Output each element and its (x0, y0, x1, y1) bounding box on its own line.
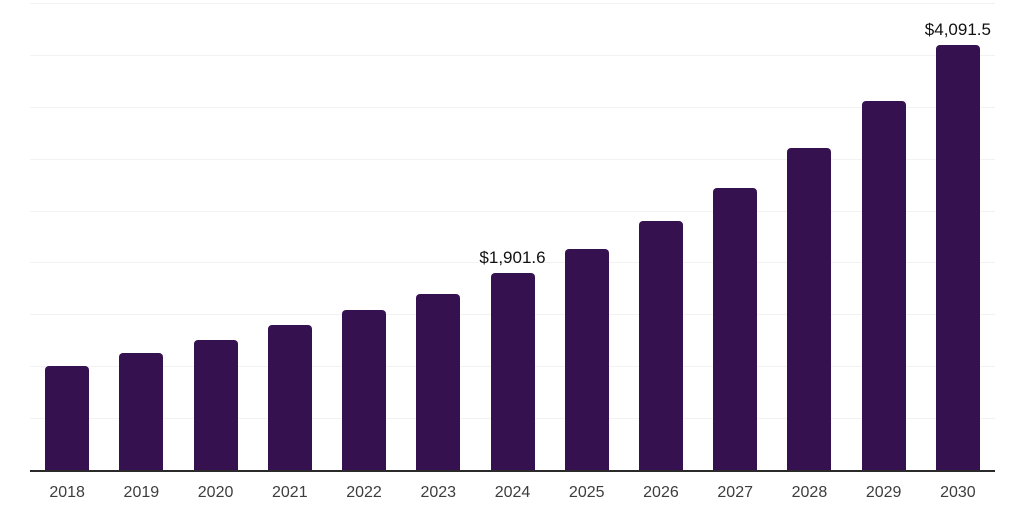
bar-2023[interactable] (416, 293, 461, 470)
bar-2024[interactable] (490, 272, 535, 470)
gridline-4000 (30, 54, 995, 56)
x-tick-label-2030: 2030 (940, 484, 976, 501)
x-tick-label-2021: 2021 (272, 484, 308, 501)
x-tick-label-2019: 2019 (123, 484, 160, 501)
bar-2018[interactable] (45, 366, 90, 470)
bar-2027[interactable] (713, 187, 758, 470)
gridline-3500 (30, 106, 995, 108)
x-tick-label-2022: 2022 (346, 484, 382, 501)
x-tick-label-2023: 2023 (420, 484, 457, 501)
bar-2030[interactable] (935, 45, 980, 470)
bar-2029[interactable] (861, 100, 906, 470)
x-tick-label-2024: 2024 (494, 484, 531, 501)
x-tick-label-2026: 2026 (643, 484, 679, 501)
x-tick-label-2029: 2029 (865, 484, 902, 501)
bar-2022[interactable] (342, 310, 387, 470)
bar-2019[interactable] (119, 353, 164, 470)
gridline-3000 (30, 158, 995, 160)
gridline-4500 (30, 3, 995, 4)
bar-2021[interactable] (267, 325, 312, 470)
bar-2020[interactable] (193, 340, 238, 470)
x-tick-label-2020: 2020 (197, 484, 234, 501)
bar-2028[interactable] (787, 148, 832, 470)
x-tick-label-2025: 2025 (568, 484, 605, 501)
x-axis-line (30, 470, 995, 472)
x-tick-label-2018: 2018 (49, 484, 85, 501)
value-label-2024: $1,901.6 (479, 247, 546, 267)
bar-2025[interactable] (564, 249, 609, 470)
x-tick-label-2028: 2028 (791, 484, 828, 501)
value-label-2030: $4,091.5 (924, 20, 991, 40)
gridline-2500 (30, 210, 995, 212)
x-tick-label-2027: 2027 (717, 484, 753, 501)
bar-2026[interactable] (638, 220, 683, 470)
